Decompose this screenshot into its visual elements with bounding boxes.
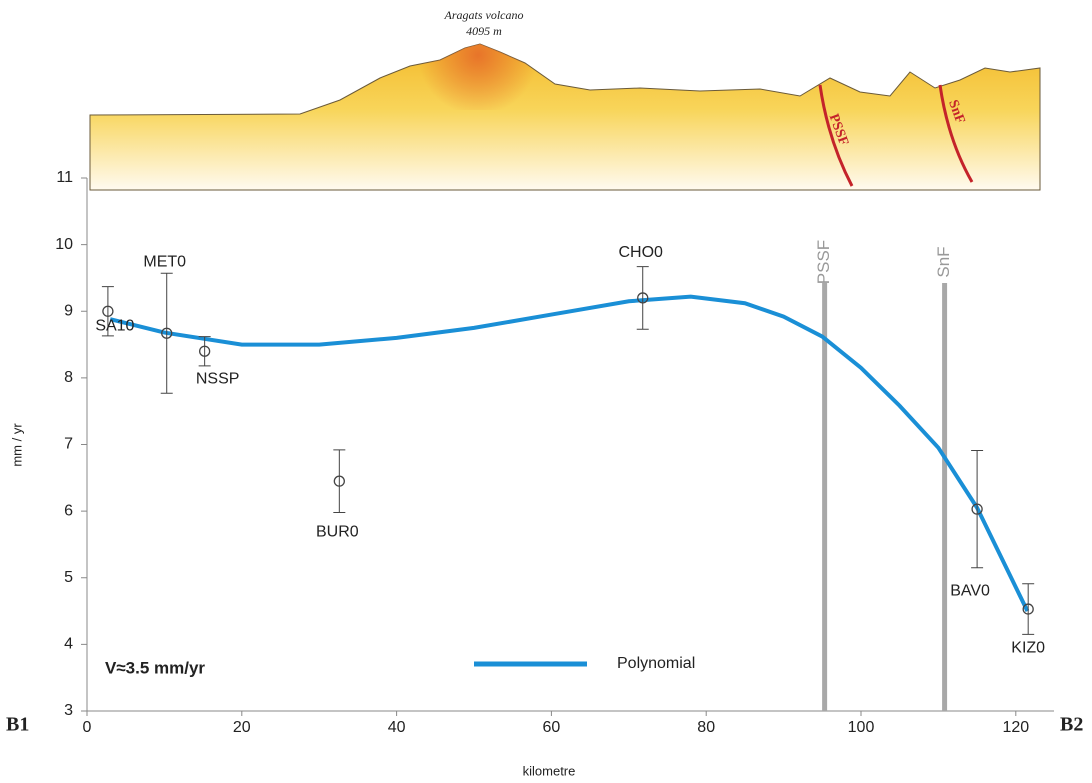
point-label: CHO0 bbox=[619, 244, 664, 261]
y-tick-label: 3 bbox=[64, 702, 73, 719]
profile-start: B1 bbox=[6, 714, 29, 736]
point-label: BUR0 bbox=[316, 523, 359, 540]
x-tick-label: 120 bbox=[1002, 719, 1029, 736]
x-tick-label: 100 bbox=[848, 719, 875, 736]
data-point bbox=[971, 503, 983, 515]
y-tick-label: 4 bbox=[64, 636, 73, 653]
data-point bbox=[102, 305, 114, 317]
volcano-height: 4095 m bbox=[466, 24, 502, 38]
y-tick-label: 6 bbox=[64, 502, 73, 519]
data-point bbox=[1022, 603, 1034, 615]
topography: PSSF SnF Aragats volcano 4095 m bbox=[89, 8, 1041, 191]
point-label: SA10 bbox=[95, 317, 134, 334]
data-point bbox=[333, 475, 345, 487]
data-point bbox=[161, 327, 173, 339]
y-tick-label: 11 bbox=[56, 169, 73, 186]
x-tick-label: 0 bbox=[83, 719, 92, 736]
fault-label: PSSF bbox=[814, 240, 833, 284]
error-bar bbox=[160, 272, 173, 394]
error-bar bbox=[1022, 583, 1035, 635]
y-tick-label: 10 bbox=[55, 236, 73, 253]
volcano-name: Aragats volcano bbox=[444, 8, 524, 22]
error-bar bbox=[101, 286, 114, 337]
x-tick-label: 40 bbox=[388, 719, 406, 736]
point-label: MET0 bbox=[143, 253, 186, 270]
x-axis-label: kilometre bbox=[523, 763, 576, 778]
point-label: BAV0 bbox=[950, 582, 990, 599]
y-tick-label: 5 bbox=[64, 569, 73, 586]
fit-line bbox=[109, 294, 1030, 612]
x-tick-label: 20 bbox=[233, 719, 251, 736]
error-bar bbox=[636, 266, 649, 330]
error-bar bbox=[198, 336, 211, 367]
data-point bbox=[198, 345, 211, 357]
fault-label: SnF bbox=[934, 246, 953, 277]
x-tick-label: 80 bbox=[697, 719, 715, 736]
y-tick-label: 8 bbox=[64, 369, 73, 386]
profile-end: B2 bbox=[1060, 714, 1083, 736]
annotation: V≈3.5 mm/yr bbox=[105, 658, 205, 677]
error-bar bbox=[333, 449, 346, 513]
legend-label: Polynomial bbox=[617, 655, 695, 672]
y-tick-label: 9 bbox=[64, 302, 73, 319]
y-tick-label: 7 bbox=[64, 436, 73, 453]
x-tick-label: 60 bbox=[543, 719, 561, 736]
point-label: NSSP bbox=[196, 370, 240, 387]
y-axis-label: mm / yr bbox=[9, 423, 24, 467]
error-bar bbox=[971, 449, 984, 569]
point-label: KIZ0 bbox=[1011, 639, 1045, 656]
data-point bbox=[637, 292, 649, 304]
